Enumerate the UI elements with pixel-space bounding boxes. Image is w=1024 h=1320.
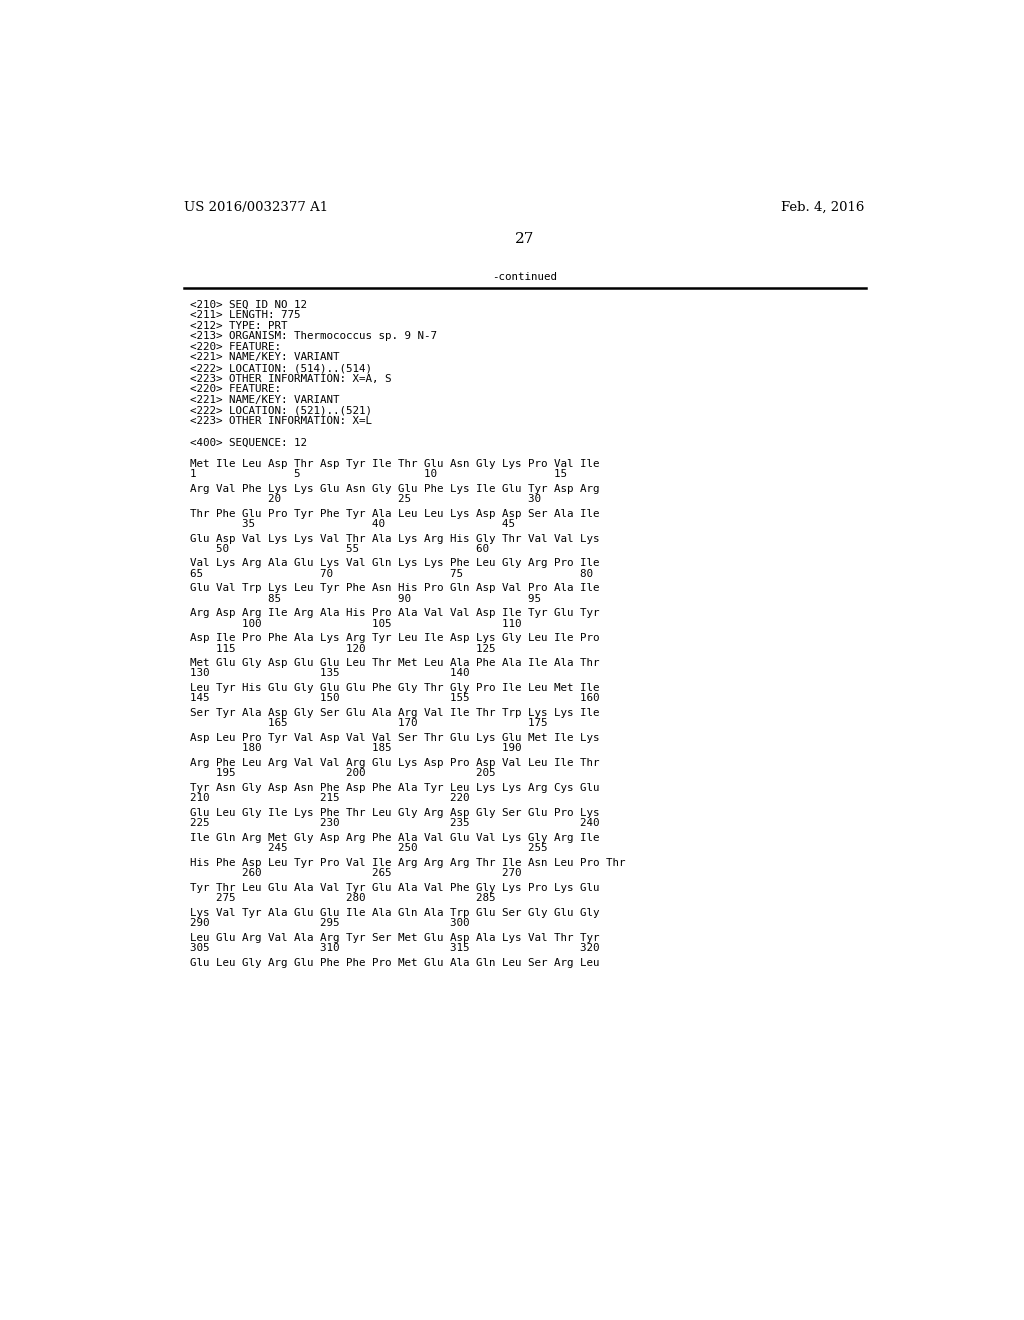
Text: 290                 295                 300: 290 295 300 (190, 917, 469, 928)
Text: 35                  40                  45: 35 40 45 (190, 519, 515, 529)
Text: -continued: -continued (493, 272, 557, 282)
Text: 100                 105                 110: 100 105 110 (190, 619, 521, 628)
Text: Tyr Thr Leu Glu Ala Val Tyr Glu Ala Val Phe Gly Lys Pro Lys Glu: Tyr Thr Leu Glu Ala Val Tyr Glu Ala Val … (190, 883, 599, 892)
Text: Glu Asp Val Lys Lys Val Thr Ala Lys Arg His Gly Thr Val Val Lys: Glu Asp Val Lys Lys Val Thr Ala Lys Arg … (190, 533, 599, 544)
Text: Thr Phe Glu Pro Tyr Phe Tyr Ala Leu Leu Lys Asp Asp Ser Ala Ile: Thr Phe Glu Pro Tyr Phe Tyr Ala Leu Leu … (190, 508, 599, 519)
Text: 130                 135                 140: 130 135 140 (190, 668, 469, 678)
Text: <211> LENGTH: 775: <211> LENGTH: 775 (190, 310, 300, 319)
Text: Tyr Asn Gly Asp Asn Phe Asp Phe Ala Tyr Leu Lys Lys Arg Cys Glu: Tyr Asn Gly Asp Asn Phe Asp Phe Ala Tyr … (190, 783, 599, 793)
Text: Arg Asp Arg Ile Arg Ala His Pro Ala Val Val Asp Ile Tyr Glu Tyr: Arg Asp Arg Ile Arg Ala His Pro Ala Val … (190, 609, 599, 618)
Text: 195                 200                 205: 195 200 205 (190, 768, 496, 779)
Text: Glu Leu Gly Arg Glu Phe Phe Pro Met Glu Ala Gln Leu Ser Arg Leu: Glu Leu Gly Arg Glu Phe Phe Pro Met Glu … (190, 958, 599, 968)
Text: 165                 170                 175: 165 170 175 (190, 718, 548, 729)
Text: Val Lys Arg Ala Glu Lys Val Gln Lys Lys Phe Leu Gly Arg Pro Ile: Val Lys Arg Ala Glu Lys Val Gln Lys Lys … (190, 558, 599, 569)
Text: <400> SEQUENCE: 12: <400> SEQUENCE: 12 (190, 437, 307, 447)
Text: Met Ile Leu Asp Thr Asp Tyr Ile Thr Glu Asn Gly Lys Pro Val Ile: Met Ile Leu Asp Thr Asp Tyr Ile Thr Glu … (190, 458, 599, 469)
Text: Leu Glu Arg Val Ala Arg Tyr Ser Met Glu Asp Ala Lys Val Thr Tyr: Leu Glu Arg Val Ala Arg Tyr Ser Met Glu … (190, 933, 599, 942)
Text: 305                 310                 315                 320: 305 310 315 320 (190, 942, 599, 953)
Text: 245                 250                 255: 245 250 255 (190, 843, 548, 853)
Text: <221> NAME/KEY: VARIANT: <221> NAME/KEY: VARIANT (190, 352, 340, 363)
Text: Glu Val Trp Lys Leu Tyr Phe Asn His Pro Gln Asp Val Pro Ala Ile: Glu Val Trp Lys Leu Tyr Phe Asn His Pro … (190, 583, 599, 594)
Text: Glu Leu Gly Ile Lys Phe Thr Leu Gly Arg Asp Gly Ser Glu Pro Lys: Glu Leu Gly Ile Lys Phe Thr Leu Gly Arg … (190, 808, 599, 818)
Text: <213> ORGANISM: Thermococcus sp. 9 N-7: <213> ORGANISM: Thermococcus sp. 9 N-7 (190, 331, 437, 341)
Text: <220> FEATURE:: <220> FEATURE: (190, 384, 281, 395)
Text: 20                  25                  30: 20 25 30 (190, 494, 541, 504)
Text: <222> LOCATION: (514)..(514): <222> LOCATION: (514)..(514) (190, 363, 372, 374)
Text: 145                 150                 155                 160: 145 150 155 160 (190, 693, 599, 704)
Text: 115                 120                 125: 115 120 125 (190, 644, 496, 653)
Text: Leu Tyr His Glu Gly Glu Glu Phe Gly Thr Gly Pro Ile Leu Met Ile: Leu Tyr His Glu Gly Glu Glu Phe Gly Thr … (190, 684, 599, 693)
Text: 180                 185                 190: 180 185 190 (190, 743, 521, 754)
Text: <223> OTHER INFORMATION: X=L: <223> OTHER INFORMATION: X=L (190, 416, 372, 426)
Text: Met Glu Gly Asp Glu Glu Leu Thr Met Leu Ala Phe Ala Ile Ala Thr: Met Glu Gly Asp Glu Glu Leu Thr Met Leu … (190, 659, 599, 668)
Text: 260                 265                 270: 260 265 270 (190, 869, 521, 878)
Text: Feb. 4, 2016: Feb. 4, 2016 (781, 201, 864, 214)
Text: <220> FEATURE:: <220> FEATURE: (190, 342, 281, 352)
Text: Ser Tyr Ala Asp Gly Ser Glu Ala Arg Val Ile Thr Trp Lys Lys Ile: Ser Tyr Ala Asp Gly Ser Glu Ala Arg Val … (190, 709, 599, 718)
Text: 225                 230                 235                 240: 225 230 235 240 (190, 818, 599, 828)
Text: <210> SEQ ID NO 12: <210> SEQ ID NO 12 (190, 300, 307, 309)
Text: Lys Val Tyr Ala Glu Glu Ile Ala Gln Ala Trp Glu Ser Gly Glu Gly: Lys Val Tyr Ala Glu Glu Ile Ala Gln Ala … (190, 908, 599, 917)
Text: <221> NAME/KEY: VARIANT: <221> NAME/KEY: VARIANT (190, 395, 340, 405)
Text: <222> LOCATION: (521)..(521): <222> LOCATION: (521)..(521) (190, 405, 372, 416)
Text: 210                 215                 220: 210 215 220 (190, 793, 469, 803)
Text: Arg Val Phe Lys Lys Glu Asn Gly Glu Phe Lys Ile Glu Tyr Asp Arg: Arg Val Phe Lys Lys Glu Asn Gly Glu Phe … (190, 483, 599, 494)
Text: 85                  90                  95: 85 90 95 (190, 594, 541, 603)
Text: <212> TYPE: PRT: <212> TYPE: PRT (190, 321, 288, 330)
Text: 27: 27 (515, 231, 535, 246)
Text: Asp Ile Pro Phe Ala Lys Arg Tyr Leu Ile Asp Lys Gly Leu Ile Pro: Asp Ile Pro Phe Ala Lys Arg Tyr Leu Ile … (190, 634, 599, 643)
Text: Arg Phe Leu Arg Val Val Arg Glu Lys Asp Pro Asp Val Leu Ile Thr: Arg Phe Leu Arg Val Val Arg Glu Lys Asp … (190, 758, 599, 768)
Text: 275                 280                 285: 275 280 285 (190, 894, 496, 903)
Text: US 2016/0032377 A1: US 2016/0032377 A1 (183, 201, 328, 214)
Text: <223> OTHER INFORMATION: X=A, S: <223> OTHER INFORMATION: X=A, S (190, 374, 391, 384)
Text: 65                  70                  75                  80: 65 70 75 80 (190, 569, 593, 578)
Text: His Phe Asp Leu Tyr Pro Val Ile Arg Arg Arg Thr Ile Asn Leu Pro Thr: His Phe Asp Leu Tyr Pro Val Ile Arg Arg … (190, 858, 626, 867)
Text: 50                  55                  60: 50 55 60 (190, 544, 489, 553)
Text: Ile Gln Arg Met Gly Asp Arg Phe Ala Val Glu Val Lys Gly Arg Ile: Ile Gln Arg Met Gly Asp Arg Phe Ala Val … (190, 833, 599, 843)
Text: 1               5                   10                  15: 1 5 10 15 (190, 469, 567, 479)
Text: Asp Leu Pro Tyr Val Asp Val Val Ser Thr Glu Lys Glu Met Ile Lys: Asp Leu Pro Tyr Val Asp Val Val Ser Thr … (190, 733, 599, 743)
